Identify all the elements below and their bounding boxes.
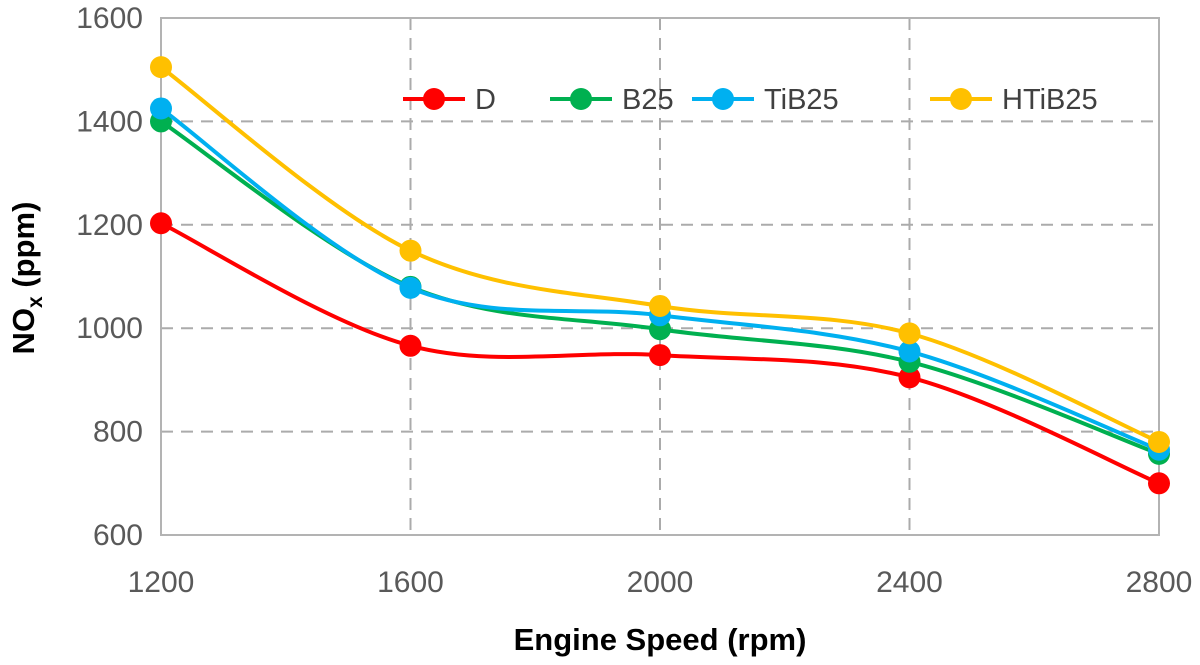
data-point-tib25: [399, 276, 422, 299]
y-tick-label: 1600: [76, 2, 143, 35]
legend-label-htib25: HTiB25: [1002, 84, 1098, 116]
legend: D B25 TiB25 HTiB25: [403, 84, 1098, 116]
data-point-tib25: [150, 97, 172, 120]
legend-label-d: D: [475, 84, 496, 116]
data-point-d: [1148, 472, 1170, 495]
series-d: [150, 212, 1170, 495]
y-axis-title-main: NO: [6, 308, 41, 355]
x-tick-labels: 1200 1600 2000 2400 2800: [128, 566, 1193, 599]
data-point-htib25: [399, 239, 422, 262]
legend-label-b25: B25: [622, 84, 674, 116]
y-axis-title: NOx (ppm): [6, 202, 47, 355]
legend-swatch-marker-tib25: [712, 88, 734, 110]
legend-item-tib25: TiB25: [692, 84, 839, 116]
data-point-htib25: [150, 56, 172, 79]
x-tick-label: 2000: [627, 566, 694, 599]
data-point-d: [898, 366, 921, 389]
legend-item-b25: B25: [550, 84, 674, 116]
grid-lines: [161, 18, 1159, 535]
data-point-htib25: [649, 294, 671, 317]
data-point-htib25: [898, 322, 921, 345]
legend-item-htib25: HTiB25: [930, 84, 1098, 116]
data-point-htib25: [1148, 430, 1170, 453]
plot-area-border: [160, 17, 1160, 536]
y-axis-title-subscript: x: [24, 296, 47, 308]
y-tick-label: 1200: [76, 209, 143, 242]
data-point-tib25: [898, 340, 921, 363]
series-lines: [150, 56, 1170, 495]
x-tick-label: 2400: [876, 566, 943, 599]
y-tick-labels: 600 800 1000 1200 1400 1600: [76, 2, 143, 552]
plot-frame: [160, 17, 1160, 536]
y-tick-label: 800: [93, 416, 143, 449]
data-point-d: [150, 212, 172, 235]
y-tick-label: 1000: [76, 312, 143, 345]
legend-swatch-marker-htib25: [950, 88, 972, 110]
y-tick-label: 600: [93, 519, 143, 552]
x-axis-title: Engine Speed (rpm): [514, 622, 807, 657]
x-tick-label: 1200: [128, 566, 195, 599]
legend-swatch-marker-b25: [570, 88, 592, 110]
data-point-d: [399, 334, 422, 357]
legend-label-tib25: TiB25: [764, 84, 839, 116]
x-tick-label: 2800: [1126, 566, 1193, 599]
x-tick-label: 1600: [377, 566, 444, 599]
legend-item-d: D: [403, 84, 496, 116]
y-axis-title-unit: (ppm): [6, 202, 41, 297]
y-tick-label: 1400: [76, 105, 143, 138]
series-htib25: [150, 56, 1170, 453]
data-point-d: [649, 344, 671, 367]
legend-swatch-marker-d: [423, 88, 445, 110]
